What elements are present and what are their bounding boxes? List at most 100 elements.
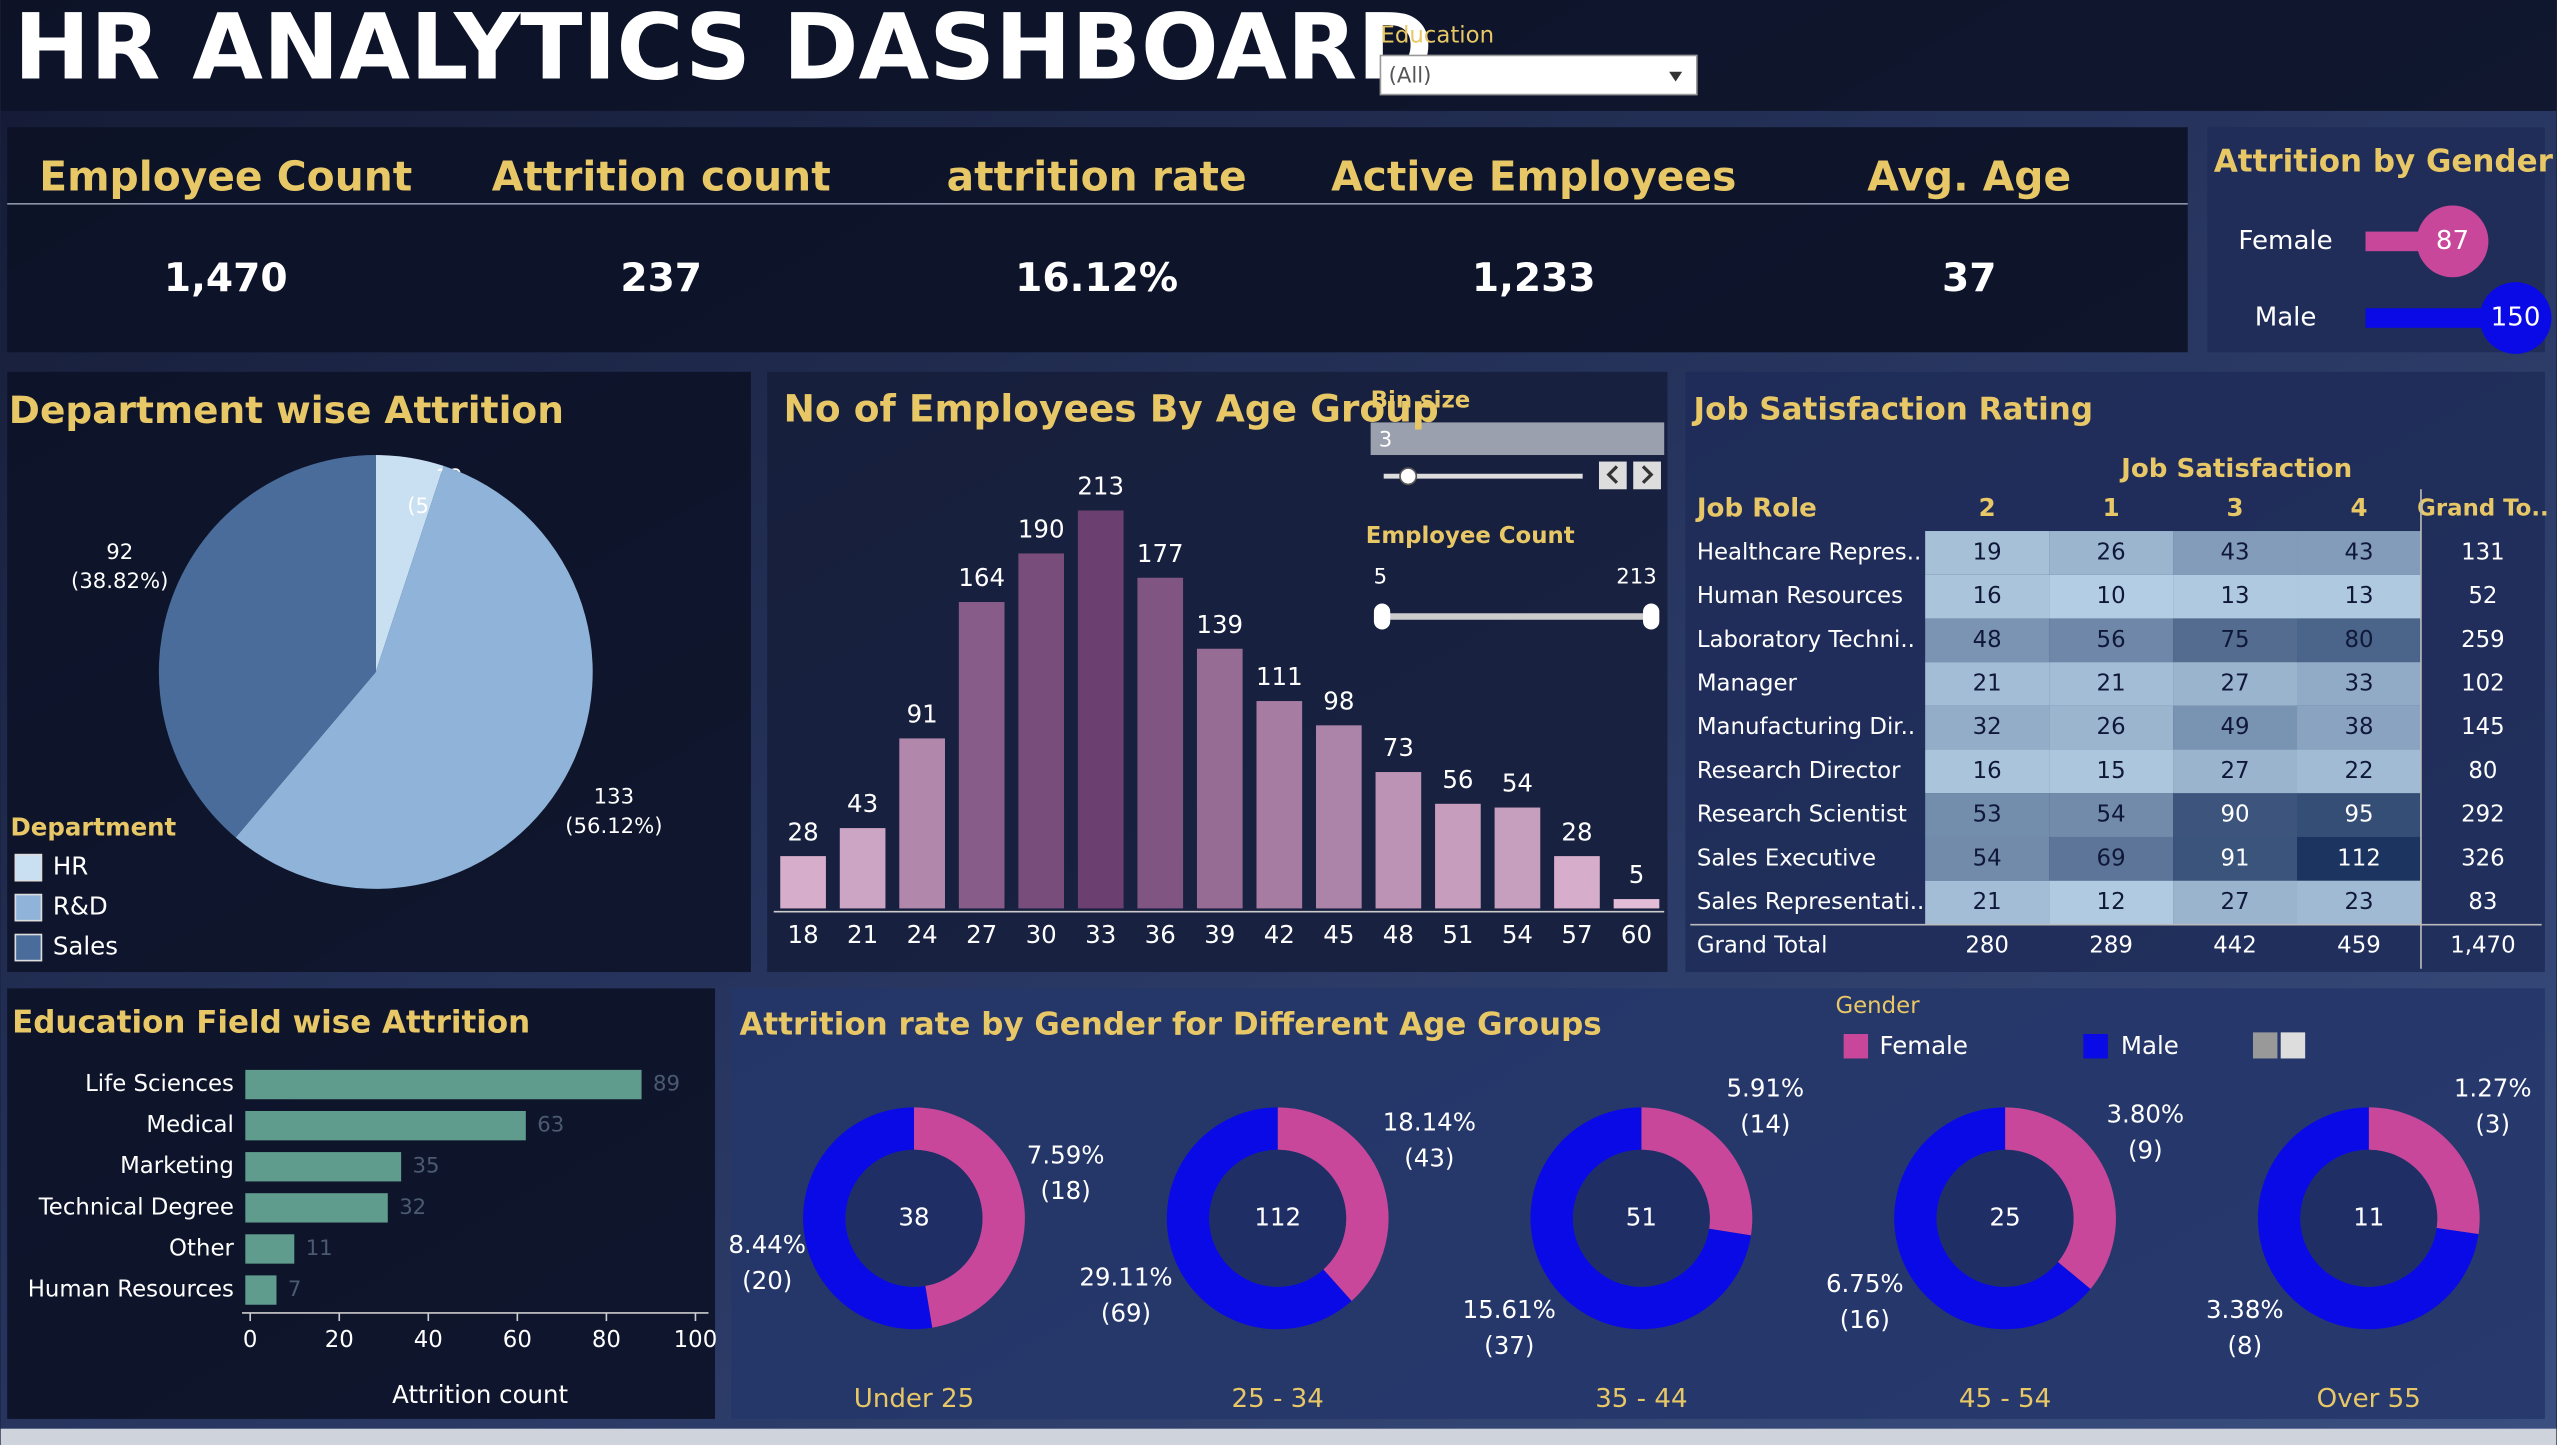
heat-cell	[2173, 662, 2298, 706]
category-label: 25 - 34	[1232, 1384, 1324, 1414]
cell-value: 91	[2221, 845, 2250, 871]
legend-swatch	[14, 853, 43, 882]
row-label: Research Director	[1697, 758, 1901, 784]
row-total: 145	[2461, 714, 2505, 740]
cell-value: 22	[2344, 758, 2373, 784]
heat-cell	[2049, 880, 2174, 925]
heat-cell	[2049, 531, 2174, 575]
donut-hole	[845, 1149, 983, 1287]
bin-size-label: Bin size	[1371, 388, 1471, 414]
heat-cell	[2173, 574, 2298, 619]
cell-value: 95	[2344, 802, 2373, 828]
row-total: 83	[2468, 889, 2497, 915]
x-tick-label: 18	[788, 920, 819, 949]
bar-value-label: 190	[1018, 515, 1065, 544]
range-label: Employee Count	[1366, 523, 1575, 549]
bin-knob[interactable]	[1399, 467, 1418, 486]
x-tick-label: 36	[1145, 920, 1176, 949]
bin-size-value: 3	[1379, 426, 1392, 451]
cell-value: 48	[1973, 627, 2002, 653]
row-label: Healthcare Repres..	[1697, 539, 1921, 565]
x-tick-label: 57	[1561, 920, 1592, 949]
bar-value-label: 28	[788, 817, 819, 846]
legend-label: HR	[53, 852, 88, 881]
cell-value: 19	[1973, 539, 2002, 565]
donut-segment	[1894, 1107, 2091, 1330]
heat-cell	[2297, 662, 2421, 706]
cell-value: 26	[2097, 714, 2126, 740]
age-bar	[1196, 648, 1243, 909]
row-label: Sales Representati..	[1697, 889, 1924, 915]
rate-label: 18.14%	[1383, 1108, 1476, 1137]
step-button[interactable]	[1598, 461, 1627, 490]
legend-swatch	[2083, 1034, 2108, 1059]
x-tick-label: 21	[847, 920, 878, 949]
y-tick-label: Technical Degree	[38, 1194, 234, 1220]
bar-value-label: 28	[1561, 817, 1592, 846]
kpi-label: Attrition count	[492, 152, 831, 200]
bar-value-label: 54	[1502, 769, 1533, 798]
donut-segment	[2005, 1107, 2116, 1289]
rate-label: 5.91%	[1726, 1073, 1804, 1102]
x-tick-label: 100	[674, 1327, 718, 1353]
page-button[interactable]	[2280, 1032, 2306, 1059]
row-label: Manager	[1697, 671, 1798, 697]
range-knob[interactable]	[1643, 603, 1660, 630]
donut-segment	[2257, 1107, 2479, 1330]
column-total: 280	[1965, 932, 2009, 958]
donut-segment	[1530, 1107, 1751, 1330]
age-bar	[1613, 899, 1660, 909]
cell-value: 75	[2221, 627, 2250, 653]
gender-bar-end	[2479, 282, 2552, 354]
grand-total: 1,470	[2450, 932, 2515, 958]
filter-dropdown[interactable]	[1379, 54, 1698, 96]
pie-value-label: 133	[594, 784, 634, 809]
cell-value: 21	[1973, 671, 2002, 697]
donut-segment	[803, 1107, 933, 1330]
cell-value: 80	[2344, 627, 2373, 653]
heat-cell	[2173, 793, 2298, 837]
cell-value: 26	[2097, 539, 2126, 565]
cell-value: 43	[2344, 539, 2373, 565]
gender-bar-end	[2416, 205, 2489, 278]
donut-hole	[1209, 1149, 1347, 1287]
x-tick-label: 51	[1442, 920, 1473, 949]
step-arrow	[1606, 465, 1619, 484]
column-total: 289	[2089, 932, 2133, 958]
bar-value-label: 56	[1442, 765, 1473, 794]
bar-value-label: 139	[1196, 610, 1243, 639]
age-bar	[1077, 510, 1124, 909]
step-button[interactable]	[1633, 461, 1661, 490]
count-label: (8)	[2228, 1331, 2263, 1360]
age-bar	[1554, 856, 1600, 909]
heat-cell	[2297, 531, 2421, 575]
bin-size-box[interactable]	[1370, 422, 1665, 456]
heat-cell	[2297, 880, 2421, 925]
kpi-value: 1,470	[164, 256, 288, 301]
chart-title: Job Satisfaction Rating	[1692, 391, 2093, 427]
column-title: Job Satisfaction	[2119, 454, 2352, 484]
age-bar	[1494, 807, 1541, 909]
donut-total: 25	[1990, 1202, 2021, 1231]
rate-label: 8.44%	[728, 1230, 806, 1259]
heat-cell	[2297, 618, 2421, 663]
bar-value-label: 7	[288, 1276, 301, 1301]
kpi-label: Active Employees	[1331, 152, 1736, 200]
count-label: (37)	[1484, 1331, 1534, 1360]
heat-cell	[1925, 662, 2050, 706]
range-knob[interactable]	[1373, 603, 1391, 630]
rate-label: 29.11%	[1079, 1263, 1172, 1292]
bar-value-label: 11	[306, 1235, 333, 1260]
hbar	[245, 1234, 295, 1264]
rate-label: 3.38%	[2206, 1295, 2284, 1324]
cell-value: 27	[2221, 758, 2250, 784]
donut-total: 51	[1626, 1202, 1657, 1231]
x-tick-label: 33	[1085, 920, 1116, 949]
page-button[interactable]	[2252, 1032, 2278, 1059]
category-label: Over 55	[2317, 1384, 2421, 1414]
legend-label: Male	[2121, 1031, 2179, 1060]
bar-value-label: 111	[1256, 662, 1303, 691]
rate-label: 3.80%	[2106, 1100, 2184, 1129]
count-label: (69)	[1101, 1299, 1151, 1328]
legend-label: R&D	[53, 892, 108, 921]
